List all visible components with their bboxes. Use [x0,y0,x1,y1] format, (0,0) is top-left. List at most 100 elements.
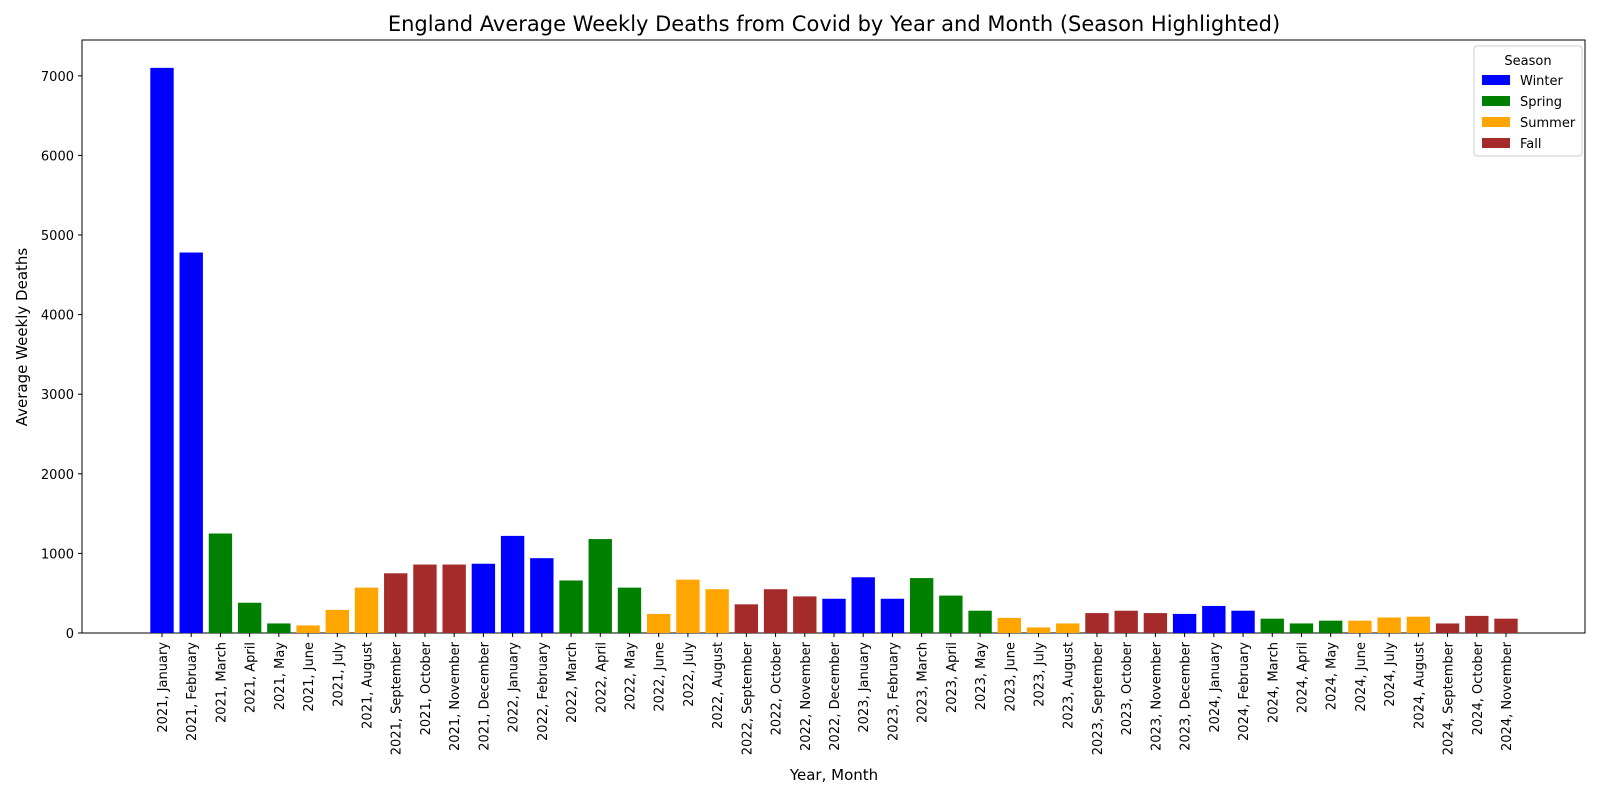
legend-box [1473,45,1583,157]
x-tick-label: 2022, December [828,641,843,750]
x-tick-label: 2023, March [916,642,931,723]
bars-group [150,67,1518,634]
x-tick-label: 2023, October [1120,641,1135,735]
bar [793,596,817,633]
x-tick-label: 2021, November [448,641,463,751]
x-tick-label: 2021, February [185,642,200,741]
x-tick-label: 2021, July [331,642,346,707]
x-tick-label: 2024, September [1442,641,1457,755]
legend-label: Winter [1520,74,1564,89]
x-tick-label: 2021, March [214,642,229,723]
bar [530,558,554,633]
plot-frame [81,39,1586,634]
chart-title: England Average Weekly Deaths from Covid… [388,12,1280,36]
x-axis: 2021, January 2021, February 2021, March 20… [156,633,1515,755]
x-tick-label: 2024, June [1354,642,1369,712]
legend-swatch [1482,96,1510,106]
legend: Season Winter Spring Summer Fall [1473,45,1583,157]
bar [1435,623,1460,633]
x-tick-label: 2024, January [1208,642,1223,733]
x-tick-label: 2022, April [594,642,609,713]
bar [1319,620,1343,633]
y-tick-label: 4000 [41,309,74,324]
x-tick-label: 2022, November [799,641,814,751]
bar [1348,620,1372,633]
y-tick-label: 5000 [41,229,74,244]
x-tick-label: 2024, April [1295,642,1310,713]
legend-swatch [1482,117,1510,127]
x-tick-label: 2021, August [361,642,376,729]
x-tick-label: 2022, March [565,642,580,723]
x-tick-label: 2024, May [1325,642,1340,711]
bar [909,578,934,633]
y-tick-label: 6000 [41,149,74,164]
bar [267,623,291,633]
bar [1260,618,1284,633]
bar [500,535,525,633]
x-axis-label: Year, Month [789,766,878,784]
bar [1114,610,1138,633]
bar [939,595,963,633]
bar [763,589,788,633]
plot-area [81,39,1586,634]
x-tick-label: 2023, April [945,642,960,713]
x-tick-label: 2023, June [1003,642,1018,712]
bar [179,252,203,633]
x-tick-label: 2023, May [974,642,989,711]
x-tick-label: 2021, September [390,641,405,755]
bar [559,580,583,633]
bar [822,598,846,633]
bar [354,587,379,633]
bar [647,613,671,633]
x-tick-label: 2022, September [740,641,755,755]
y-tick-label: 0 [66,627,74,642]
bar [705,589,729,633]
bar [237,602,262,633]
legend-label: Summer [1520,116,1576,131]
bar [676,579,700,633]
x-tick-label: 2021, May [273,642,288,711]
x-tick-label: 2024, October [1471,641,1486,735]
y-axis: 0 1000 2000 3000 4000 5000 6000 7000 [41,70,82,642]
bar [997,617,1021,633]
bar [851,577,875,633]
x-tick-label: 2022, June [653,642,668,712]
bar [1143,613,1168,633]
x-tick-label: 2023, September [1091,641,1106,755]
x-tick-label: 2022, July [682,642,697,707]
y-axis-label: Average Weekly Deaths [13,248,31,427]
bar [1289,623,1314,633]
bar [296,625,320,633]
bar [1231,610,1255,633]
bar [471,563,496,633]
x-tick-label: 2021, January [156,642,171,733]
x-tick-label: 2021, June [302,642,317,712]
bar [1465,615,1489,633]
bar [1202,605,1226,633]
bar [150,67,174,634]
y-tick-label: 7000 [41,70,74,85]
x-tick-label: 2023, August [1062,642,1077,729]
bar [968,610,992,633]
x-tick-label: 2022, October [770,641,785,735]
x-tick-label: 2024, November [1500,641,1515,751]
x-tick-label: 2023, December [1179,641,1194,750]
bar [1406,616,1431,633]
bar [1085,613,1109,633]
x-tick-label: 2021, October [419,641,434,735]
x-tick-label: 2023, January [857,642,872,733]
legend-swatch [1482,138,1510,148]
y-tick-label: 3000 [41,388,74,403]
x-tick-label: 2022, February [536,642,551,741]
x-tick-label: 2022, January [507,642,522,733]
x-tick-label: 2022, August [711,642,726,729]
legend-label: Fall [1520,137,1541,152]
x-tick-label: 2024, August [1412,642,1427,729]
bar [734,604,759,633]
x-tick-label: 2024, July [1383,642,1398,707]
legend-swatch [1482,75,1510,85]
x-tick-label: 2021, April [244,642,259,713]
y-tick-label: 1000 [41,547,74,562]
